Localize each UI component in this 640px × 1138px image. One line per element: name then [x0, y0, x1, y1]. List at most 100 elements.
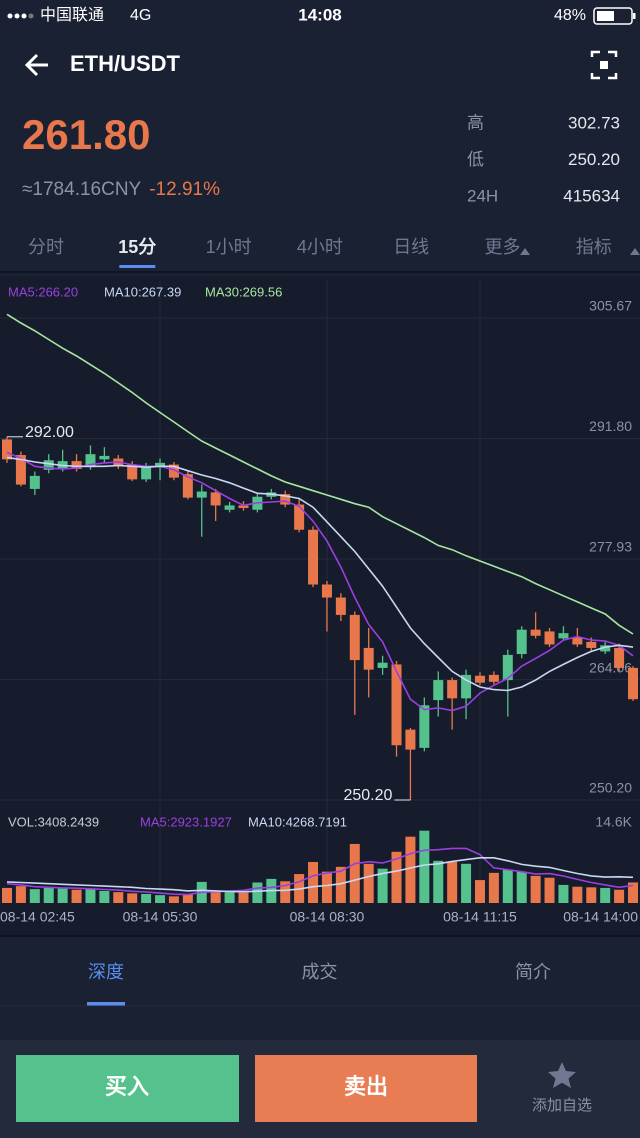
volume-bar [502, 869, 513, 903]
chart-panel [0, 276, 640, 936]
sell-button[interactable] [255, 1055, 477, 1122]
candle-body [321, 584, 332, 598]
candle-body [405, 729, 416, 750]
info-tab[interactable]: 成交 [302, 962, 338, 982]
volume-bar [99, 890, 110, 903]
y-tick-label: 264.06 [589, 659, 632, 675]
info-tab[interactable]: 简介 [515, 962, 551, 982]
x-tick-label: 08-14 14:00 [563, 909, 638, 925]
back-button[interactable] [24, 53, 48, 77]
y-tick-label: 305.67 [589, 298, 632, 314]
volume-bar [405, 836, 416, 903]
candle-body [29, 475, 40, 489]
candle-body [461, 674, 472, 699]
volume-bar [321, 871, 332, 903]
sell-label: 卖出 [344, 1074, 388, 1099]
candle-body [447, 680, 458, 699]
candle-body [294, 504, 305, 530]
candle-body [377, 662, 388, 668]
stat-label: 高 [467, 113, 484, 132]
ma-line [6, 313, 634, 635]
candle-body [127, 464, 138, 480]
cny-price: ≈1784.16CNY [22, 179, 142, 200]
volume-bar [433, 860, 444, 903]
volume-bar [530, 875, 541, 903]
buy-button[interactable] [16, 1055, 239, 1122]
candle-body [572, 637, 583, 645]
volume-bar [377, 868, 388, 903]
candle-body [586, 641, 597, 648]
legend-entry: MA5:266.20 [8, 284, 78, 299]
timeframe-tab[interactable]: 4小时 [297, 237, 343, 257]
volume-bar [474, 880, 485, 903]
volume-bar [600, 887, 611, 903]
volume-bar [85, 889, 96, 903]
candle-body [155, 462, 166, 467]
candle-body [99, 455, 110, 460]
volume-bar [488, 872, 499, 903]
candle-body [530, 629, 541, 636]
info-tab[interactable]: 深度 [88, 962, 124, 982]
volume-bar [224, 892, 235, 903]
fullscreen-button[interactable] [590, 50, 618, 80]
volume-bar [447, 862, 458, 903]
pair-title: ETH/USDT [70, 51, 181, 76]
network: 4G [130, 7, 151, 24]
stat-value: 415634 [563, 186, 620, 205]
battery [593, 7, 636, 25]
fullscreen-icon [600, 61, 608, 69]
timeframe-tab[interactable]: 日线 [393, 237, 429, 257]
timeframe-tab[interactable]: 1小时 [206, 237, 252, 257]
timeframe-tab[interactable]: 指标 [576, 237, 612, 257]
candle-body [335, 597, 346, 615]
stat-label: 低 [467, 150, 484, 169]
volume-bar [238, 892, 249, 903]
y-tick-label: 250.20 [589, 780, 632, 796]
buy-label: 买入 [105, 1074, 149, 1099]
price: 261.80 [22, 111, 150, 158]
volume-bar [113, 892, 124, 903]
volume-bar [210, 890, 221, 903]
volume-bar [155, 895, 166, 903]
ma-line [6, 451, 634, 712]
candle-body [433, 680, 444, 701]
candle-body [349, 614, 360, 661]
candle-body [43, 460, 54, 470]
favorite-button[interactable] [548, 1062, 576, 1088]
timeframe-tab[interactable]: 更多 [485, 237, 521, 257]
candle-body [502, 654, 513, 681]
timeframe-tab[interactable]: 分时 [28, 237, 64, 257]
candle-body [238, 505, 249, 509]
candle-body [488, 674, 499, 682]
ma-line [6, 857, 634, 893]
stat-value: 302.73 [568, 113, 620, 132]
favorite-label: 添加自选 [532, 1097, 592, 1114]
volume-bar [71, 889, 82, 903]
candle-body [419, 705, 430, 748]
volume-bar [57, 888, 68, 903]
candle-body [141, 467, 152, 480]
timeframe-tab[interactable]: 15分 [118, 237, 156, 257]
volume-bar [280, 881, 291, 903]
volume-bar [308, 862, 319, 903]
volume-bar [349, 843, 360, 903]
x-tick-label: 08-14 11:15 [443, 909, 517, 925]
candle-body [168, 464, 179, 478]
change: -12.91% [149, 179, 220, 200]
signal [7, 13, 34, 19]
volume-bar [419, 830, 430, 903]
candle-body [15, 455, 26, 485]
x-tick-label: 08-14 05:30 [123, 909, 198, 925]
volume-bar [391, 851, 402, 903]
stat-label: 24H [467, 186, 498, 205]
volume-bar [614, 889, 625, 903]
candle-body [474, 675, 485, 683]
volume-bar [15, 886, 26, 903]
battery-level: 48% [554, 7, 586, 24]
volume-bar [127, 893, 138, 903]
volume-bar [43, 887, 54, 903]
candle-body [308, 529, 319, 585]
y-tick-label: 277.93 [589, 539, 632, 555]
